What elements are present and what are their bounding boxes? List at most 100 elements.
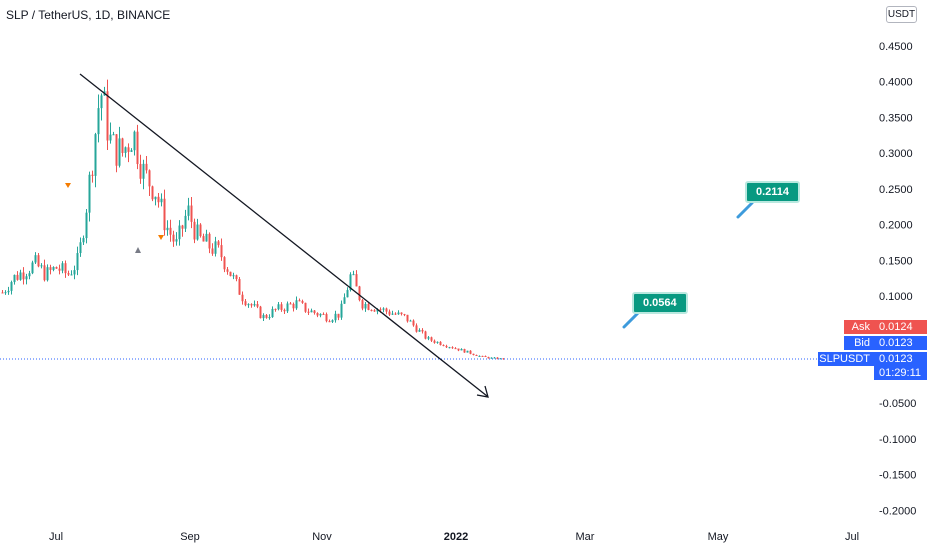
candle-body: [439, 341, 442, 346]
candle-body: [463, 348, 466, 353]
candle-body: [370, 309, 373, 311]
candle-body: [271, 308, 274, 318]
candle-body: [40, 265, 43, 267]
candle-body: [385, 308, 388, 312]
candle-body: [376, 309, 379, 312]
candle-body: [304, 302, 307, 312]
candle-body: [7, 290, 10, 293]
candle-body: [496, 357, 499, 360]
candle-body: [310, 310, 313, 313]
candle-body: [211, 248, 214, 254]
price-axis-tick: 0.4000: [879, 77, 913, 89]
candle-body: [19, 272, 22, 280]
candle-body: [286, 303, 289, 312]
candle-body: [142, 163, 145, 179]
candle-body: [163, 198, 166, 231]
candle-body: [397, 312, 400, 315]
time-axis[interactable]: Jul Sep Nov 2022 Mar May Jul: [49, 531, 859, 543]
candle-body: [238, 279, 241, 295]
candle-body: [487, 356, 490, 359]
candle-body: [82, 238, 85, 243]
candle-body: [358, 286, 361, 301]
time-axis-tick: Nov: [312, 531, 332, 543]
trendline-drawing[interactable]: [79, 73, 489, 398]
candle-body: [289, 303, 292, 305]
candle-body: [16, 274, 19, 280]
candle-body: [28, 273, 31, 277]
bar-countdown: 01:29:11: [879, 367, 922, 379]
candle-body: [79, 242, 82, 254]
candle-body: [58, 268, 61, 271]
candle-body: [151, 186, 154, 200]
candle-body: [91, 174, 94, 176]
candle-body: [229, 271, 232, 277]
sell-marker: [65, 183, 71, 188]
candle-body: [346, 290, 349, 298]
candle-body: [424, 331, 427, 339]
candle-body: [67, 273, 70, 275]
candle-body: [307, 311, 310, 313]
candle-body: [169, 227, 172, 235]
candle-body: [409, 320, 412, 322]
candle-body: [313, 310, 316, 314]
candle-body: [412, 320, 415, 326]
candle-body: [208, 233, 211, 249]
candle-body: [127, 147, 130, 152]
candle-body: [367, 303, 370, 310]
candle-body: [43, 265, 46, 281]
callout-pointers: [622, 201, 754, 329]
candle-body: [436, 341, 439, 343]
candle-body: [259, 306, 262, 319]
symbol-tag: SLPUSDT: [818, 352, 874, 366]
candle-body: [109, 134, 112, 141]
candle-body: [364, 303, 367, 309]
candle-body: [136, 131, 139, 165]
candle-body: [448, 347, 451, 349]
candlestick-series: [1, 79, 505, 360]
time-axis-tick: Mar: [576, 531, 595, 543]
price-axis-tick: 0.2000: [879, 220, 913, 232]
candle-body: [187, 205, 190, 216]
candle-body: [157, 196, 160, 203]
candle-body: [490, 357, 493, 359]
currency-unit-button[interactable]: USDT: [886, 6, 917, 23]
candle-body: [484, 356, 487, 358]
candle-body: [292, 303, 295, 309]
candle-body: [175, 239, 178, 242]
candle-body: [130, 150, 133, 152]
signal-markers: [65, 183, 164, 253]
candle-body: [49, 267, 52, 270]
candle-body: [415, 325, 418, 332]
price-callout-label[interactable]: 0.2114: [745, 181, 801, 203]
candle-body: [133, 131, 136, 151]
candle-body: [88, 174, 91, 213]
candle-body: [235, 275, 238, 280]
candle-body: [37, 255, 40, 267]
candle-body: [106, 91, 109, 141]
candle-body: [61, 263, 64, 271]
candle-body: [241, 294, 244, 302]
candle-body: [466, 350, 469, 353]
candle-body: [406, 314, 409, 322]
candle-body: [301, 301, 304, 303]
symbol-title: SLP / TetherUS, 1D, BINANCE: [6, 8, 171, 22]
candle-body: [481, 355, 484, 357]
candle-body: [112, 134, 115, 136]
candle-body: [277, 304, 280, 310]
candle-body: [55, 267, 58, 269]
price-axis[interactable]: 0.4500 0.4000 0.3500 0.3000 0.2500 0.2000 0.15…: [879, 41, 916, 517]
candle-body: [427, 337, 430, 339]
candle-body: [373, 310, 376, 312]
candle-body: [319, 313, 322, 316]
callout-pointer-1: [622, 311, 640, 329]
candle-body: [382, 308, 385, 310]
candle-body: [394, 313, 397, 315]
time-axis-tick: 2022: [444, 531, 468, 543]
candle-body: [70, 274, 73, 276]
price-callout-label[interactable]: 0.0564: [632, 292, 688, 314]
candle-body: [25, 276, 28, 280]
trendline: [79, 73, 488, 397]
candle-body: [76, 253, 79, 271]
candle-body: [472, 353, 475, 356]
